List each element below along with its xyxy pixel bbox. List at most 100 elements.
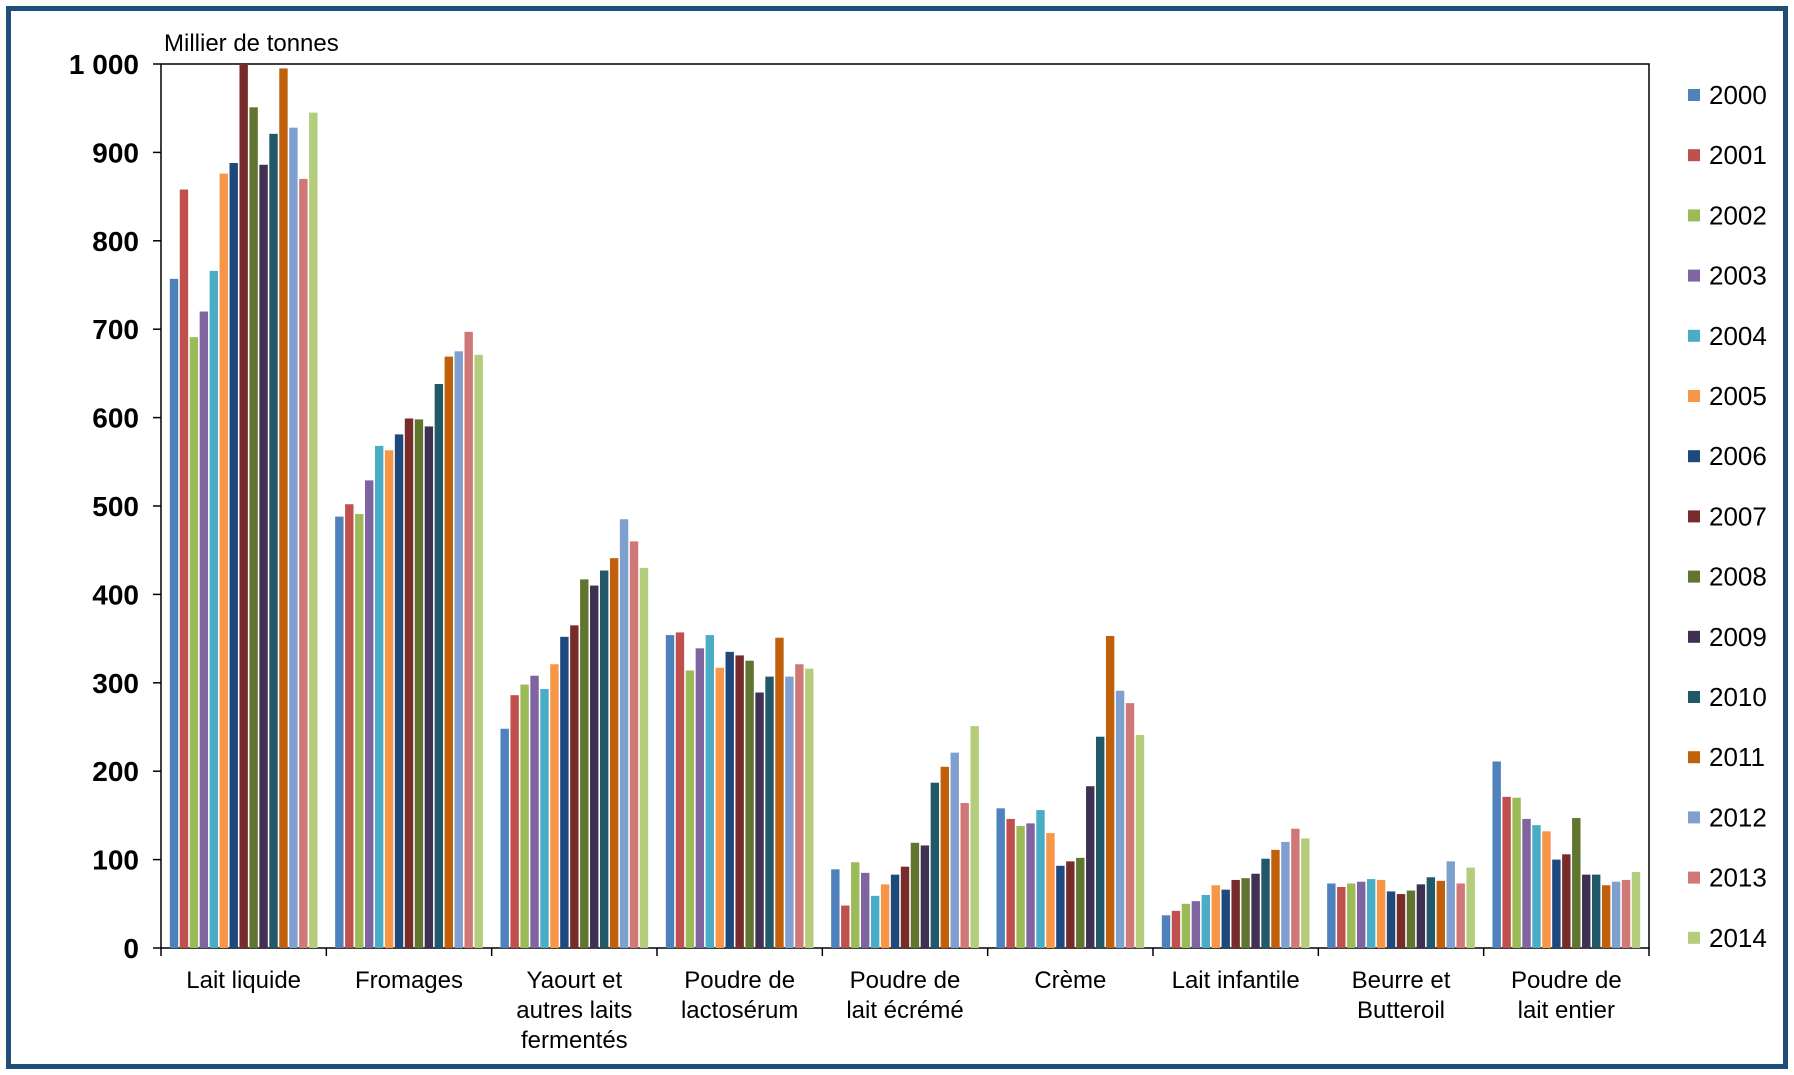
- chart-frame: [6, 6, 1788, 1069]
- bar-2009: [259, 164, 268, 948]
- bar-2003: [530, 675, 539, 948]
- bar-2007: [239, 64, 248, 948]
- bar-2003: [1357, 881, 1366, 948]
- category-label-line: Crème: [1034, 967, 1106, 994]
- bar-2002: [851, 862, 860, 948]
- category-label: Poudre de lactosérum: [681, 967, 798, 1024]
- bar-2012: [950, 752, 959, 948]
- bar-2013: [1621, 879, 1631, 948]
- bar-2011: [279, 68, 288, 949]
- legend-swatch-2009: [1688, 630, 1700, 643]
- bar-2007: [570, 625, 579, 948]
- category-label-line: autres laits: [516, 997, 632, 1024]
- category-label: Poudre de lait écrémé: [846, 967, 963, 1024]
- bar-2013: [629, 541, 639, 948]
- y-tick-label: 300: [92, 668, 139, 699]
- bar-2014: [1631, 871, 1641, 948]
- legend-swatch-2013: [1688, 871, 1700, 884]
- legend-swatch-2001: [1688, 149, 1700, 162]
- bar-2003: [861, 872, 870, 948]
- legend: 2000 2001 2002 2003 2004 2005 2006 2007 2008 2009…: [1688, 80, 1767, 953]
- legend-label-2003: 2003: [1709, 261, 1767, 291]
- bar-2008: [1406, 890, 1416, 948]
- bar-2007: [1396, 894, 1406, 948]
- bar-2000: [996, 808, 1005, 948]
- legend-swatch-2007: [1688, 510, 1700, 523]
- bar-2009: [1086, 786, 1095, 948]
- bar-2011: [1601, 885, 1611, 948]
- bar-2004: [1036, 810, 1045, 948]
- y-tick-label: 800: [92, 226, 139, 257]
- y-tick-label: 100: [92, 845, 139, 876]
- category-label-line: Poudre de: [684, 967, 795, 994]
- bar-2001: [179, 189, 189, 948]
- legend-swatch-2014: [1688, 931, 1700, 944]
- legend-label-2009: 2009: [1709, 622, 1767, 652]
- bar-2002: [189, 337, 199, 948]
- bar-2001: [1502, 796, 1511, 948]
- bar-2000: [169, 278, 179, 948]
- bar-2006: [1386, 891, 1396, 948]
- category-label-line: Butteroil: [1357, 997, 1445, 1024]
- bar-2013: [960, 803, 969, 948]
- bar-2010: [930, 782, 940, 948]
- bar-2009: [590, 585, 599, 948]
- bar-2009: [1251, 873, 1260, 948]
- y-tick-label: 900: [92, 137, 139, 168]
- bar-2008: [745, 660, 754, 948]
- bar-2014: [970, 726, 979, 948]
- category-label: Lait liquide: [186, 967, 301, 994]
- bar-2012: [1446, 861, 1455, 948]
- bar-2011: [1271, 849, 1280, 948]
- bar-2012: [1115, 690, 1125, 948]
- legend-label-2012: 2012: [1709, 802, 1767, 832]
- bar-2014: [1466, 867, 1475, 948]
- bar-2001: [841, 905, 850, 948]
- bar-2003: [1191, 901, 1201, 948]
- bar-2011: [1105, 635, 1115, 948]
- y-axis: 0 100 200 300 400 500 600 700 800 900 1 000: [69, 49, 161, 964]
- category-label-line: Yaourt et: [527, 967, 623, 994]
- category-label-line: Lait liquide: [186, 967, 301, 994]
- bar-2004: [1366, 879, 1376, 948]
- legend-swatch-2012: [1688, 811, 1700, 824]
- bar-2012: [785, 676, 794, 948]
- bar-2000: [500, 728, 509, 948]
- y-tick-label: 200: [92, 756, 139, 787]
- bar-2008: [414, 419, 424, 948]
- bar-2010: [1095, 736, 1105, 948]
- bar-2012: [1611, 881, 1621, 948]
- bar-2004: [374, 445, 384, 948]
- bar-2004: [540, 688, 549, 948]
- bar-2008: [580, 579, 589, 948]
- legend-swatch-2010: [1688, 691, 1700, 703]
- bar-2007: [735, 655, 744, 948]
- bar-2007: [1231, 879, 1240, 948]
- bar-2008: [1241, 878, 1250, 948]
- category-label-line: lait entier: [1518, 997, 1615, 1024]
- plot-area: [160, 63, 1650, 949]
- bar-2005: [1542, 831, 1551, 948]
- category-label-line: lait écrémé: [846, 997, 963, 1024]
- bar-2010: [1426, 877, 1436, 948]
- bar-2002: [1347, 883, 1356, 948]
- bar-2010: [1261, 858, 1270, 948]
- bar-2013: [1456, 883, 1465, 948]
- legend-swatch-2000: [1688, 89, 1700, 101]
- category-label-line: Lait infantile: [1172, 967, 1300, 994]
- bar-2011: [775, 637, 784, 948]
- bar-2002: [1181, 903, 1191, 948]
- bar-2001: [675, 632, 685, 948]
- bar-2003: [365, 480, 374, 948]
- bar-2004: [1532, 825, 1541, 948]
- bar-2005: [715, 667, 724, 948]
- bar-2003: [695, 648, 705, 948]
- legend-swatch-2008: [1688, 570, 1700, 583]
- legend-swatch-2011: [1688, 751, 1700, 764]
- y-tick-label: 500: [92, 491, 139, 522]
- legend-swatch-2003: [1688, 269, 1700, 282]
- legend-swatch-2006: [1688, 450, 1700, 463]
- bar-2006: [725, 651, 734, 948]
- bar-2014: [1301, 838, 1310, 948]
- bar-2002: [520, 684, 529, 948]
